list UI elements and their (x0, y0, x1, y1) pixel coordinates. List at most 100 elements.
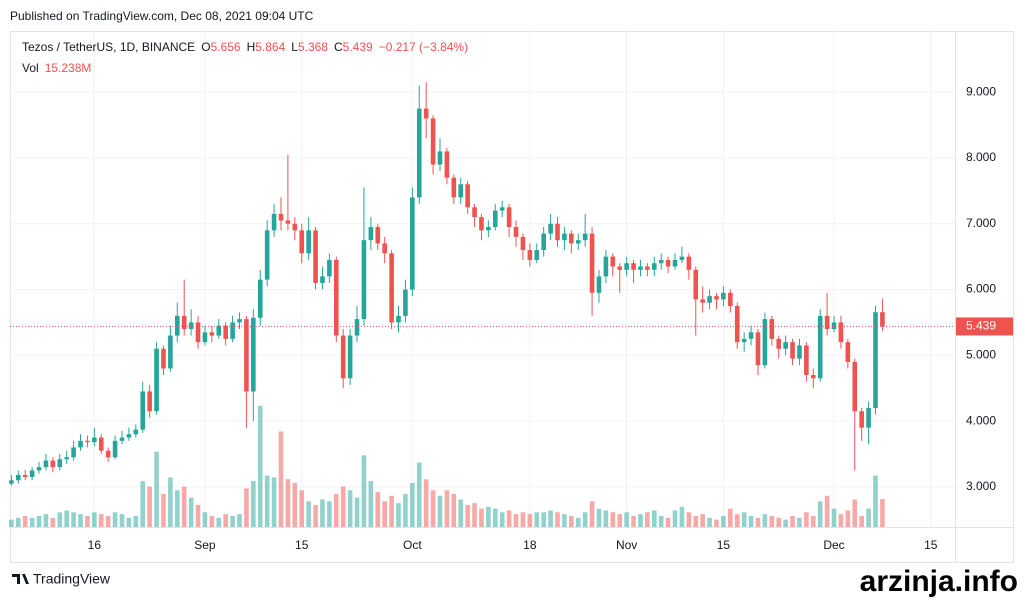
candle-body (71, 447, 76, 458)
candle-body (181, 315, 187, 329)
candle-body (700, 299, 705, 303)
published-note: Published on TradingView.com, Dec 08, 20… (10, 9, 314, 23)
volume-bar (147, 486, 152, 527)
volume-bar (22, 515, 28, 527)
volume-bar (195, 504, 201, 527)
candle-body (126, 434, 132, 438)
candle-body (313, 230, 318, 283)
candle-body (748, 332, 754, 339)
volume-bar (299, 490, 305, 527)
candle-body (555, 223, 560, 241)
volume-bar (486, 506, 491, 527)
volume-bar (721, 515, 726, 527)
candle-body (9, 480, 14, 484)
c-value: 5.439 (343, 40, 373, 54)
volume-bar (506, 510, 512, 527)
brand-name: TradingView (33, 571, 111, 587)
candle-body (582, 233, 588, 241)
candle-body (845, 342, 851, 362)
candle-body (479, 217, 484, 231)
volume-bar (389, 495, 394, 527)
volume-bar (693, 515, 699, 527)
candle-body (492, 210, 498, 228)
candle-body (790, 342, 795, 359)
x-tick-label: Dec (823, 538, 844, 552)
volume-bar (810, 515, 816, 527)
candle-body (140, 391, 146, 430)
candle-body (762, 319, 768, 366)
y-tick-label: 8.000 (966, 150, 996, 164)
volume-bar (264, 475, 270, 527)
volume-bar (140, 481, 146, 527)
candle-body (755, 332, 761, 366)
candle-body (251, 317, 256, 392)
candle-body (237, 319, 242, 323)
volume-bar (271, 477, 277, 527)
volume-bar (804, 512, 809, 527)
last-price-label: 5.439 (966, 319, 996, 333)
volume-bar (534, 512, 540, 527)
candle-body (783, 342, 788, 349)
candle-body (831, 322, 837, 329)
x-tick-label: 16 (88, 538, 102, 552)
volume-bar (361, 455, 367, 527)
candle-body (430, 118, 436, 165)
y-tick-label: 4.000 (966, 413, 996, 427)
candle-body (278, 213, 284, 221)
candle-body (327, 259, 332, 277)
volume-bar (126, 517, 132, 527)
volume-bar (257, 405, 263, 527)
volume-bar (589, 501, 595, 527)
volume-bar (78, 514, 83, 527)
candle-body (361, 240, 367, 320)
l-value: 5.368 (298, 40, 328, 54)
volume-bar (755, 517, 761, 527)
candle-body (444, 151, 450, 178)
volume-bar (651, 510, 657, 527)
candle-body (458, 184, 464, 198)
volume-bar (617, 514, 623, 527)
candle-body (810, 375, 816, 379)
candle-body (451, 177, 457, 198)
volume-bar (313, 504, 318, 527)
y-tick-label: 7.000 (966, 216, 996, 230)
candle-body (589, 233, 595, 293)
candle-body (741, 338, 747, 343)
x-tick-label: Sep (194, 538, 216, 552)
l-letter: L (291, 40, 298, 54)
volume-bar (624, 512, 629, 527)
candle-body (527, 250, 533, 260)
volume-bar (105, 515, 111, 527)
candle-body (105, 450, 111, 458)
candle-layer (9, 82, 885, 486)
volume-bar (119, 514, 125, 527)
candle-body (202, 332, 208, 343)
volume-bar (672, 510, 678, 527)
volume-bar (181, 486, 187, 527)
volume-bar (333, 493, 339, 527)
candle-body (728, 292, 733, 306)
volume-bar (354, 497, 360, 527)
volume-bar (188, 497, 194, 527)
candle-body (534, 250, 540, 260)
volume-bar (230, 515, 235, 527)
candle-body (98, 437, 104, 451)
candle-body (195, 322, 201, 343)
candle-body (437, 151, 443, 165)
candle-body (244, 319, 249, 392)
candle-body (721, 292, 726, 300)
candle-body (85, 440, 90, 443)
candle-body (43, 460, 49, 468)
volume-bar (168, 477, 173, 527)
candle-body (562, 233, 567, 241)
volume-bar (714, 519, 719, 527)
volume-bar (347, 490, 353, 527)
volume-bar (85, 515, 90, 527)
volume-bar (873, 475, 878, 527)
volume-bar (50, 517, 56, 527)
candle-body (603, 256, 609, 277)
y-tick-label: 9.000 (966, 84, 996, 98)
volume-bar (437, 495, 443, 527)
volume-bar (223, 514, 228, 527)
candle-body (541, 233, 546, 251)
